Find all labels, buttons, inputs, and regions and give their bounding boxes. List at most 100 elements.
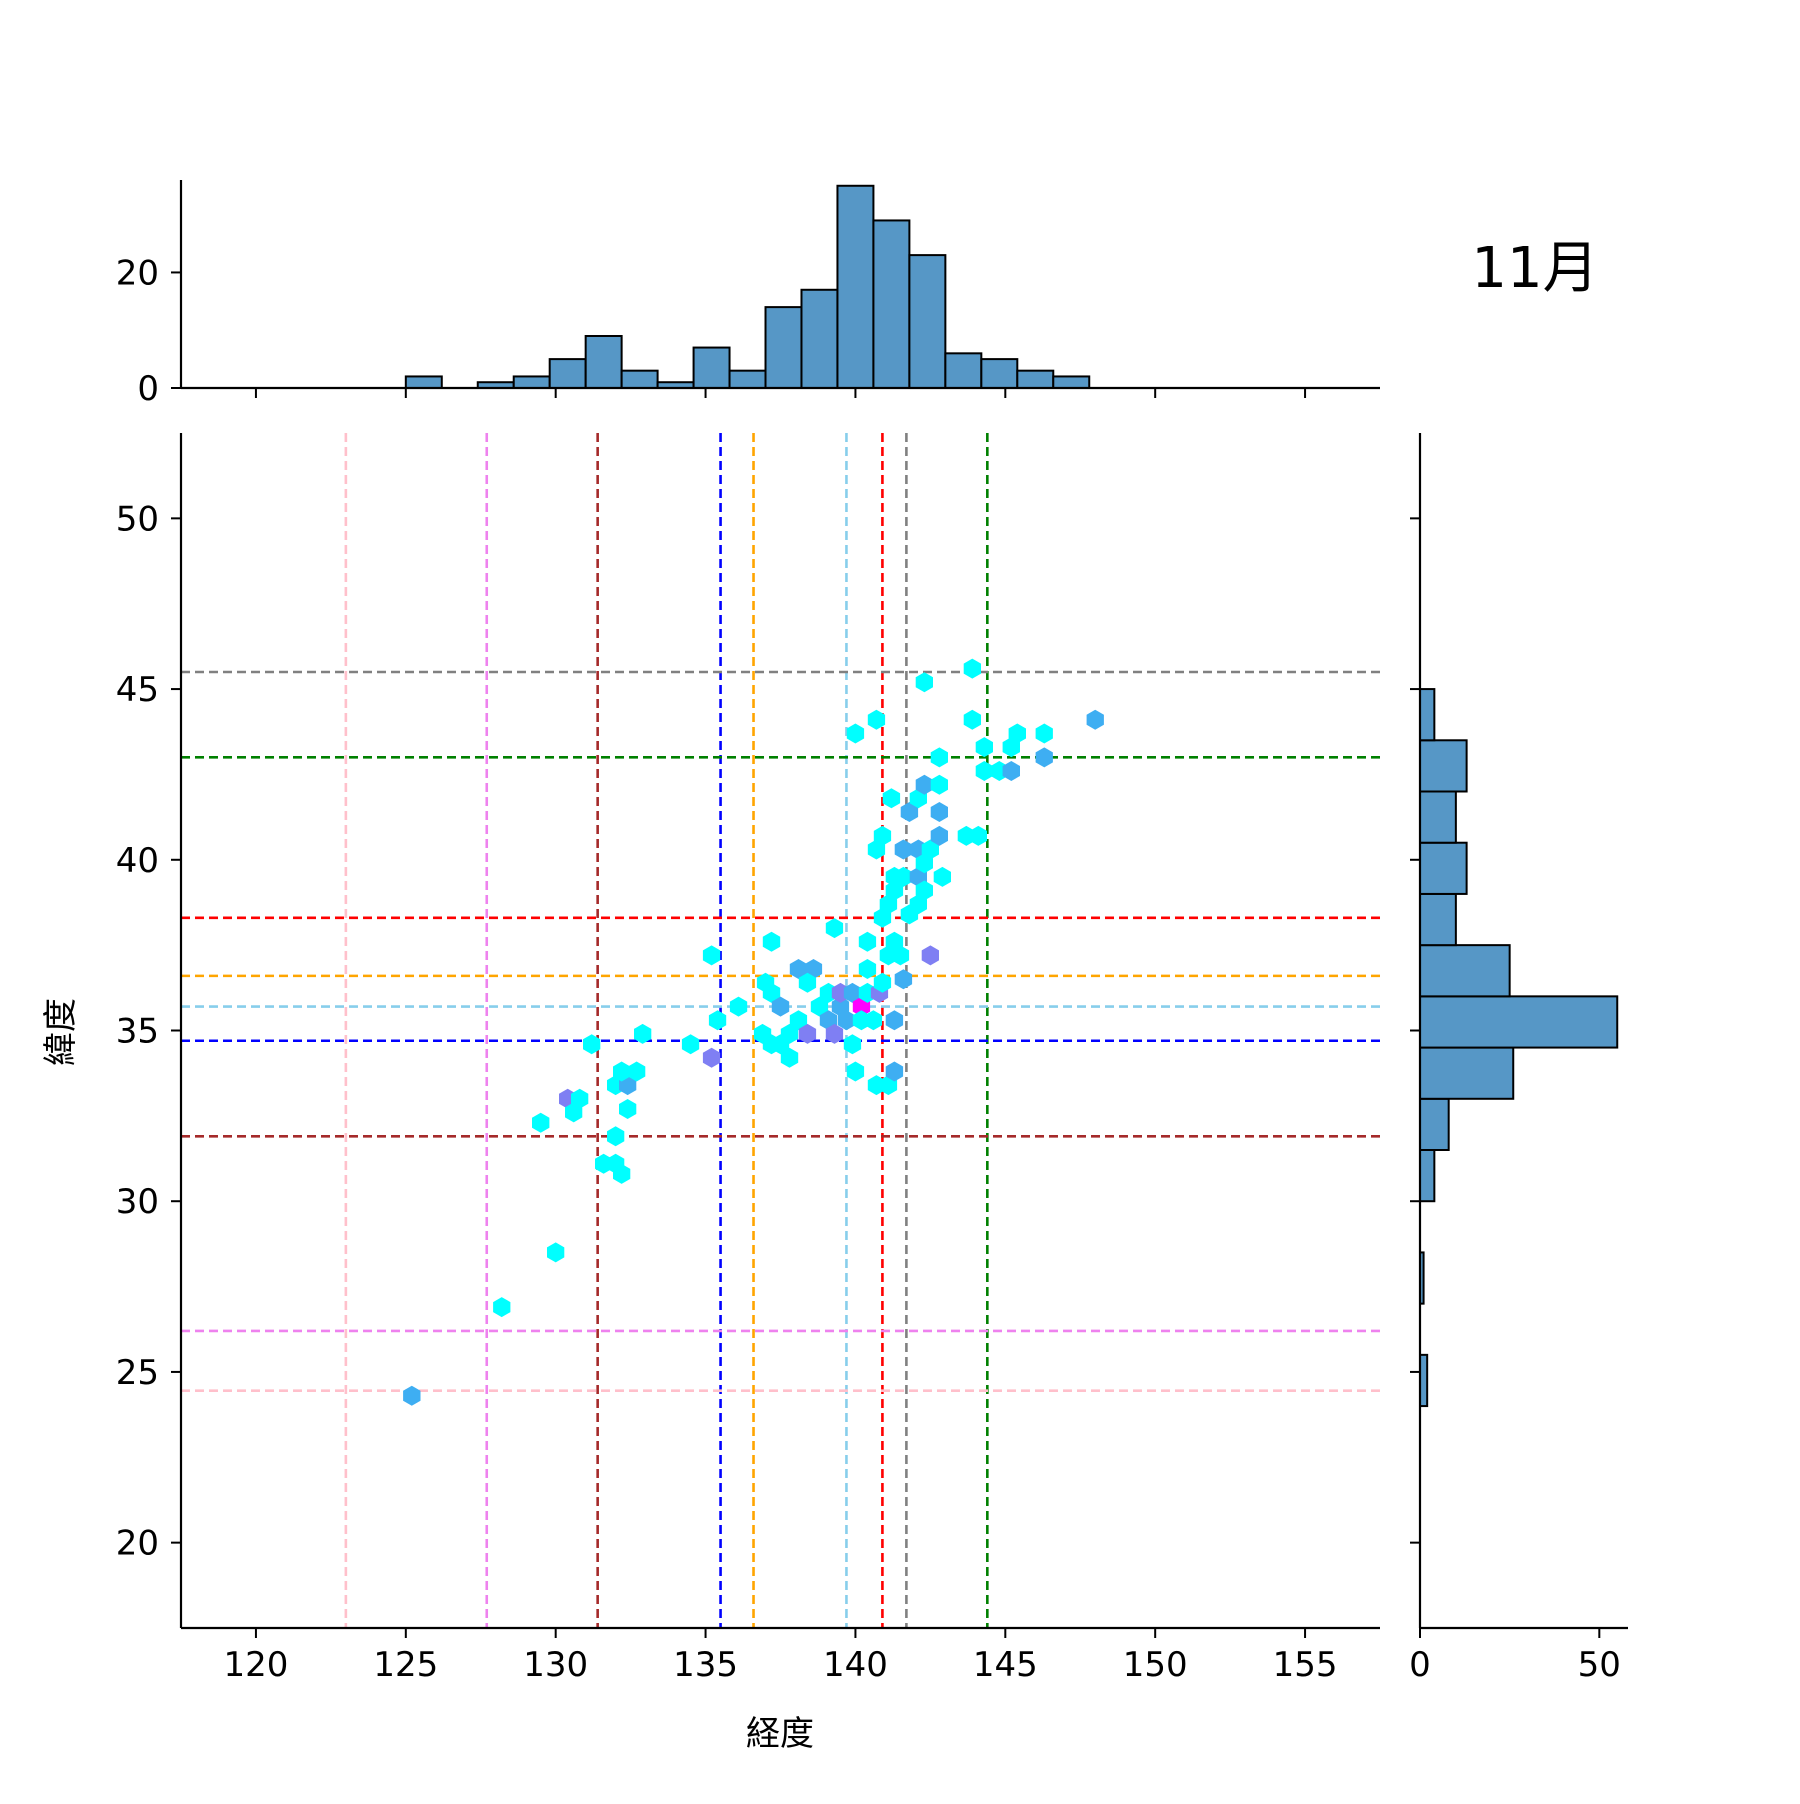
right-histogram-bar xyxy=(1419,995,1619,1049)
top-marginal-histogram: 0 20 xyxy=(116,180,1380,409)
hexbin-cell xyxy=(607,1126,625,1147)
top-histogram-bar xyxy=(692,346,731,389)
right-histogram-bar xyxy=(1419,1097,1450,1152)
right-histogram-bar xyxy=(1419,1046,1515,1100)
top-histogram-bar xyxy=(548,358,587,390)
right-histogram-axes: 0 50 xyxy=(1409,433,1628,1685)
right-hist-x-tick-label: 0 xyxy=(1409,1645,1431,1685)
hexbin-cell xyxy=(873,972,892,993)
hexbin-cell xyxy=(837,1010,856,1031)
hexbin-cell xyxy=(915,774,933,795)
hexbin-cell xyxy=(882,788,901,809)
hexbin-cell xyxy=(798,1023,817,1044)
y-tick-label: 45 xyxy=(116,670,159,710)
main-axes: 120 125 130 135 140 145 150 155 20 25 30 35 40 45 50 xyxy=(116,433,1380,1685)
x-axis-label: 経度 xyxy=(746,1714,814,1754)
hexbin-cell xyxy=(963,709,981,730)
hexbin-cell xyxy=(975,737,993,758)
x-tick-label: 135 xyxy=(673,1645,738,1685)
right-marginal-histogram: 0 50 xyxy=(1409,433,1628,1685)
hexbin-cell xyxy=(843,982,862,1003)
x-tick-label: 150 xyxy=(1123,1645,1188,1685)
hexbin-cell xyxy=(900,802,919,822)
hexbin-cell xyxy=(930,802,948,822)
hexbin-cell xyxy=(1008,723,1026,744)
hexbin-cell xyxy=(780,1047,799,1068)
x-tick-label: 155 xyxy=(1273,1645,1338,1685)
hexbin-cell xyxy=(729,996,748,1017)
top-hist-y-tick-label: 20 xyxy=(116,253,159,293)
hexbin-cell xyxy=(891,945,910,966)
top-histogram-bar xyxy=(800,288,839,389)
y-tick-label: 40 xyxy=(116,841,159,881)
right-histogram-bar xyxy=(1419,1149,1436,1203)
hexbin-cell xyxy=(1086,709,1104,730)
right-histogram-bar xyxy=(1419,944,1511,998)
hexbin-cell xyxy=(613,1163,631,1184)
top-histogram-bar xyxy=(764,306,803,389)
hexbin-cell xyxy=(1002,761,1020,781)
y-tick-label: 50 xyxy=(116,499,159,539)
chart-title: 11月 xyxy=(1471,236,1598,301)
y-tick-label: 30 xyxy=(116,1182,159,1222)
hexbin-cell xyxy=(547,1242,565,1263)
hexbin-cell xyxy=(930,825,948,846)
top-histogram-bar xyxy=(836,184,875,389)
right-histogram-bars xyxy=(1419,688,1619,1408)
hexbin-cell xyxy=(843,1034,862,1055)
hexbin-cell xyxy=(933,866,951,887)
hexbin-cell xyxy=(619,1099,637,1119)
y-tick-label: 25 xyxy=(116,1353,159,1393)
hexbin-cell xyxy=(1035,723,1053,744)
hexbin-cell xyxy=(403,1385,421,1406)
hexbin-cell xyxy=(565,1102,583,1123)
top-histogram-bar xyxy=(404,375,443,390)
top-hist-y-tick-label: 0 xyxy=(137,369,159,409)
hexbin-cell xyxy=(825,1023,844,1044)
hexbin-cell xyxy=(681,1034,700,1055)
y-tick-label: 20 xyxy=(116,1524,159,1564)
hexbin-cell xyxy=(798,972,817,993)
x-tick-label: 130 xyxy=(523,1645,588,1685)
hexbin-cell xyxy=(885,1010,904,1031)
hexbin-cell xyxy=(915,853,933,874)
hexbin-cell xyxy=(969,825,987,846)
main-hexbin-panel: 120 125 130 135 140 145 150 155 20 25 30 35 40 45 50 xyxy=(116,433,1380,1685)
hexbin-cell xyxy=(846,1061,865,1082)
hexbin-cell xyxy=(532,1112,550,1133)
hexbin-cell xyxy=(894,866,913,887)
y-tick-label: 35 xyxy=(116,1012,159,1052)
hexbin-cell xyxy=(858,959,877,979)
hexbin-cell xyxy=(975,761,993,781)
hexbin-cells xyxy=(403,658,1104,1406)
vertical-reference-lines xyxy=(344,433,989,1628)
hexbin-cell xyxy=(756,972,775,993)
top-histogram-bar xyxy=(908,254,947,389)
x-tick-label: 120 xyxy=(223,1645,288,1685)
hexbin-cell xyxy=(493,1297,511,1318)
hexbin-cell xyxy=(1035,747,1053,768)
top-histogram-bar xyxy=(944,352,983,390)
hexbin-cell xyxy=(702,945,721,966)
hexbin-cell xyxy=(867,709,886,730)
top-histogram-bar xyxy=(1052,375,1091,390)
hexbin-cell xyxy=(628,1061,646,1082)
hexbin-cell xyxy=(762,931,781,952)
top-histogram-bar xyxy=(1016,369,1055,389)
horizontal-reference-lines xyxy=(181,670,1380,1393)
hexbin-cell xyxy=(810,996,829,1017)
hexbin-cell xyxy=(780,1023,799,1044)
right-histogram-bar xyxy=(1419,790,1457,844)
right-histogram-bar xyxy=(1419,892,1457,947)
hexbin-cell xyxy=(846,723,865,744)
top-histogram-bar xyxy=(980,358,1019,390)
hexbin-cell xyxy=(708,1010,727,1031)
hexbin-cell xyxy=(930,774,948,795)
top-histogram-bar xyxy=(872,219,911,389)
hexbin-cell xyxy=(930,747,948,768)
hexbin-cell xyxy=(789,959,808,979)
x-tick-label: 125 xyxy=(373,1645,438,1685)
hexbin-cell xyxy=(915,880,933,901)
hexbin-cell xyxy=(963,658,981,679)
